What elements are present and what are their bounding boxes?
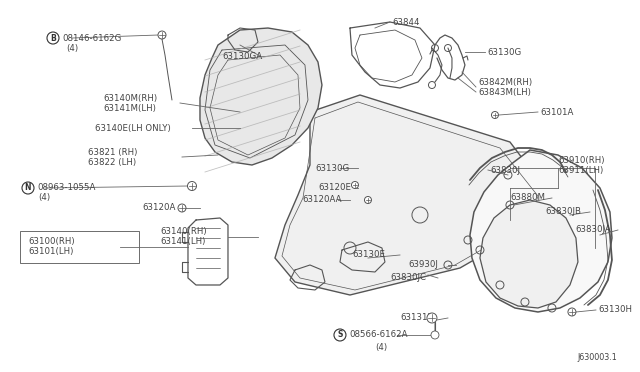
Circle shape: [427, 313, 437, 323]
Text: 63120AA: 63120AA: [302, 196, 342, 205]
Text: 63101A: 63101A: [540, 108, 573, 116]
Text: 63130H: 63130H: [598, 305, 632, 314]
Text: 63140(RH): 63140(RH): [160, 228, 207, 237]
Circle shape: [431, 331, 439, 339]
Text: 63842M(RH): 63842M(RH): [478, 77, 532, 87]
Text: 63822 (LH): 63822 (LH): [88, 157, 136, 167]
Text: 63100(RH): 63100(RH): [28, 237, 75, 247]
Text: 63830JC: 63830JC: [390, 273, 426, 282]
Text: 63844: 63844: [392, 17, 419, 26]
Text: 63101(LH): 63101(LH): [28, 247, 74, 256]
Circle shape: [568, 308, 576, 316]
Text: B: B: [50, 33, 56, 42]
Polygon shape: [275, 95, 548, 295]
Text: 63130G: 63130G: [487, 48, 521, 57]
Polygon shape: [200, 28, 322, 165]
Text: 63140E(LH ONLY): 63140E(LH ONLY): [95, 124, 171, 132]
Text: 63141(LH): 63141(LH): [160, 237, 205, 247]
Circle shape: [492, 112, 499, 119]
Text: 63120E: 63120E: [318, 183, 351, 192]
Circle shape: [364, 196, 371, 203]
Text: 63910(RH): 63910(RH): [558, 155, 604, 164]
Text: 63880M: 63880M: [510, 193, 545, 202]
Text: 63130E: 63130E: [352, 250, 385, 260]
Text: 08146-6162G: 08146-6162G: [62, 33, 122, 42]
Text: 63130G: 63130G: [315, 164, 349, 173]
Text: 08566-6162A: 08566-6162A: [349, 330, 408, 340]
Circle shape: [351, 182, 358, 189]
Text: 63830JB: 63830JB: [545, 208, 581, 217]
Polygon shape: [470, 150, 612, 312]
Text: 63821 (RH): 63821 (RH): [88, 148, 138, 157]
Text: 63830JA: 63830JA: [575, 225, 611, 234]
Text: 63911(LH): 63911(LH): [558, 166, 603, 174]
Text: 63120A: 63120A: [142, 203, 175, 212]
Circle shape: [188, 182, 196, 190]
Text: 63930J: 63930J: [408, 260, 438, 269]
Text: (4): (4): [66, 44, 78, 52]
Circle shape: [178, 204, 186, 212]
Text: 63843M(LH): 63843M(LH): [478, 87, 531, 96]
Text: 63830J: 63830J: [490, 166, 520, 174]
Circle shape: [158, 31, 166, 39]
Text: (4): (4): [38, 193, 50, 202]
Text: J630003.1: J630003.1: [578, 353, 618, 362]
Text: N: N: [25, 183, 31, 192]
Text: S: S: [337, 330, 342, 340]
Text: 08963-1055A: 08963-1055A: [37, 183, 95, 192]
Text: (4): (4): [375, 343, 387, 353]
Text: 63140M(RH): 63140M(RH): [103, 93, 157, 103]
Text: 63130GA: 63130GA: [222, 51, 262, 61]
Text: 63131F: 63131F: [400, 314, 433, 323]
Text: 63141M(LH): 63141M(LH): [103, 103, 156, 112]
Polygon shape: [480, 200, 578, 308]
